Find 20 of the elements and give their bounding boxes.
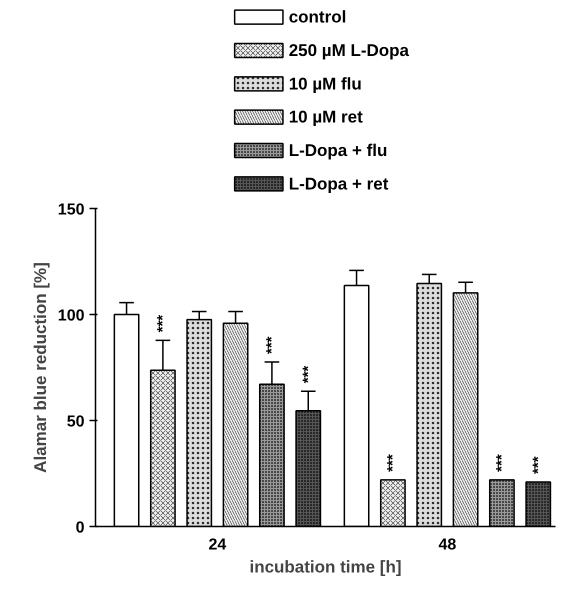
x-axis-title: incubation time [h]	[249, 558, 402, 576]
data-label: ***	[530, 456, 547, 474]
legend-label: 10 µM flu	[288, 74, 362, 94]
y-tick-label: 100	[58, 308, 85, 324]
legend-label: 250 µM L-Dopa	[288, 41, 410, 60]
data-label: ***	[263, 336, 280, 354]
y-tick-label: 150	[58, 202, 85, 218]
legend-label: control	[288, 8, 346, 27]
y-axis-title: Alamar blue reduction [%]	[30, 262, 50, 473]
legend-label: 10 µM ret	[288, 108, 364, 127]
legend-label: L-Dopa + ret	[288, 174, 389, 194]
data-label: ***	[154, 314, 172, 332]
y-tick-label: 50	[66, 414, 85, 430]
data-label: ***	[384, 454, 402, 472]
x-tick-label: 24	[208, 536, 226, 554]
data-label: ***	[300, 366, 317, 384]
legend-label: L-Dopa + flu	[288, 141, 388, 160]
x-tick-label: 48	[438, 536, 456, 554]
y-tick-label: 0	[76, 520, 85, 536]
data-label: ***	[493, 454, 510, 472]
